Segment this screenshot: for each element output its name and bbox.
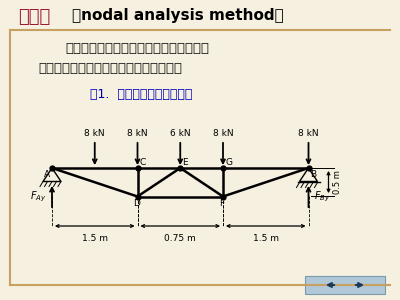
Text: 8 kN: 8 kN (84, 129, 105, 138)
Text: 0.5 m: 0.5 m (332, 170, 342, 194)
Text: 汇交力系的平衡方程求解各杆内力的方法: 汇交力系的平衡方程求解各杆内力的方法 (38, 62, 182, 75)
Text: 例1.  求以下桦架各杆的内力: 例1. 求以下桦架各杆的内力 (90, 88, 192, 101)
Text: D: D (133, 200, 140, 208)
Text: 结点法: 结点法 (18, 8, 50, 26)
Text: 以只有一个结点的隔离体为研究对象，用: 以只有一个结点的隔离体为研究对象，用 (65, 42, 209, 55)
Text: 1.5 m: 1.5 m (253, 234, 279, 243)
Text: 8 kN: 8 kN (127, 129, 148, 138)
Text: 8 kN: 8 kN (213, 129, 233, 138)
Text: 1.5 m: 1.5 m (82, 234, 108, 243)
Text: E: E (182, 158, 188, 167)
Text: $F_{By}$: $F_{By}$ (314, 189, 331, 204)
Text: 6 kN: 6 kN (170, 129, 190, 138)
Text: $F_{Ay}$: $F_{Ay}$ (30, 189, 46, 204)
Text: F: F (220, 200, 224, 208)
Text: A: A (44, 170, 50, 179)
Text: 8 kN: 8 kN (298, 129, 319, 138)
Text: C: C (140, 158, 146, 167)
FancyBboxPatch shape (305, 276, 385, 294)
Text: 0.75 m: 0.75 m (164, 234, 196, 243)
Text: （nodal analysis method）: （nodal analysis method） (72, 8, 284, 23)
Text: G: G (225, 158, 232, 167)
Text: B: B (310, 170, 317, 179)
